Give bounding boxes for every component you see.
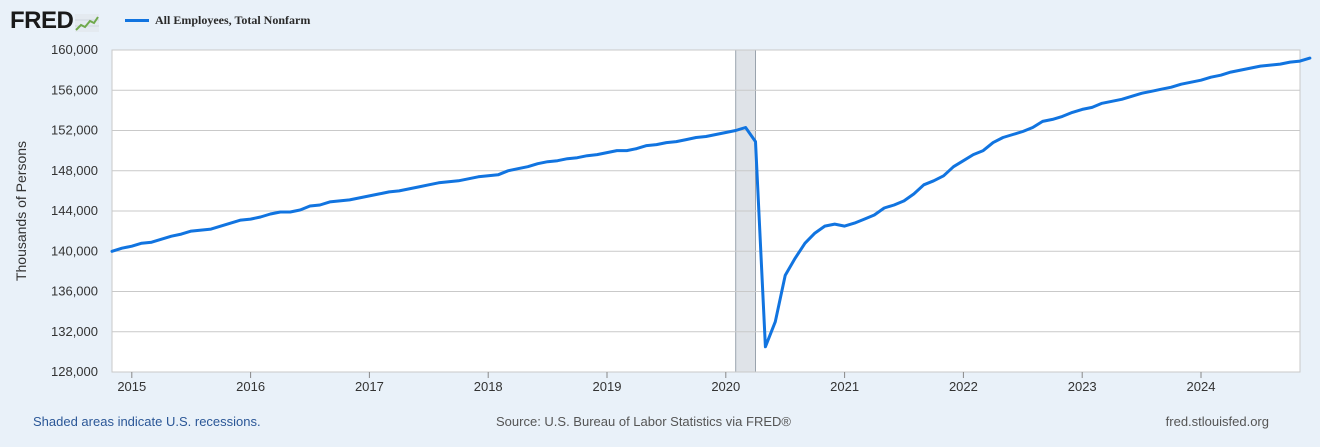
y-axis: 128,000 132,000 136,000 140,000 144,000 148,0…: [51, 42, 98, 379]
legend-swatch: [125, 19, 149, 22]
trend-line-icon: [75, 14, 100, 32]
y-tick-label: 136,000: [51, 284, 98, 299]
y-axis-label: Thousands of Persons: [13, 141, 29, 281]
x-axis: 2015 2016 2017 2018 2019 2020 2021 2022 2023 2024: [117, 372, 1215, 394]
y-tick-label: 140,000: [51, 243, 98, 258]
fred-logo[interactable]: FRED: [10, 7, 100, 34]
grid-layer: [112, 49, 1300, 373]
chart-header: FRED All Employees, Total Nonfarm: [0, 0, 1320, 40]
x-tick-label: 2021: [830, 379, 859, 394]
x-tick-label: 2024: [1187, 379, 1216, 394]
site-link[interactable]: fred.stlouisfed.org: [1165, 414, 1269, 429]
y-tick-label: 152,000: [51, 123, 98, 138]
x-tick-label: 2015: [117, 379, 146, 394]
x-tick-label: 2022: [949, 379, 978, 394]
legend-label: All Employees, Total Nonfarm: [155, 13, 311, 27]
x-tick-label: 2017: [355, 379, 384, 394]
y-tick-label: 144,000: [51, 203, 98, 218]
y-tick-label: 156,000: [51, 82, 98, 97]
y-tick-label: 128,000: [51, 364, 98, 379]
source-note: Source: U.S. Bureau of Labor Statistics …: [496, 414, 791, 429]
y-tick-label: 148,000: [51, 163, 98, 178]
x-tick-label: 2018: [474, 379, 503, 394]
x-tick-label: 2023: [1068, 379, 1097, 394]
fred-logo-text: FRED: [10, 7, 74, 34]
x-tick-label: 2020: [711, 379, 740, 394]
y-tick-label: 132,000: [51, 324, 98, 339]
x-tick-label: 2016: [236, 379, 265, 394]
legend[interactable]: All Employees, Total Nonfarm: [125, 13, 310, 28]
series-line: [110, 56, 1312, 349]
recession-note[interactable]: Shaded areas indicate U.S. recessions.: [33, 414, 261, 429]
x-tick-label: 2019: [593, 379, 622, 394]
series-layer: [110, 56, 1312, 349]
y-tick-label: 160,000: [51, 42, 98, 57]
